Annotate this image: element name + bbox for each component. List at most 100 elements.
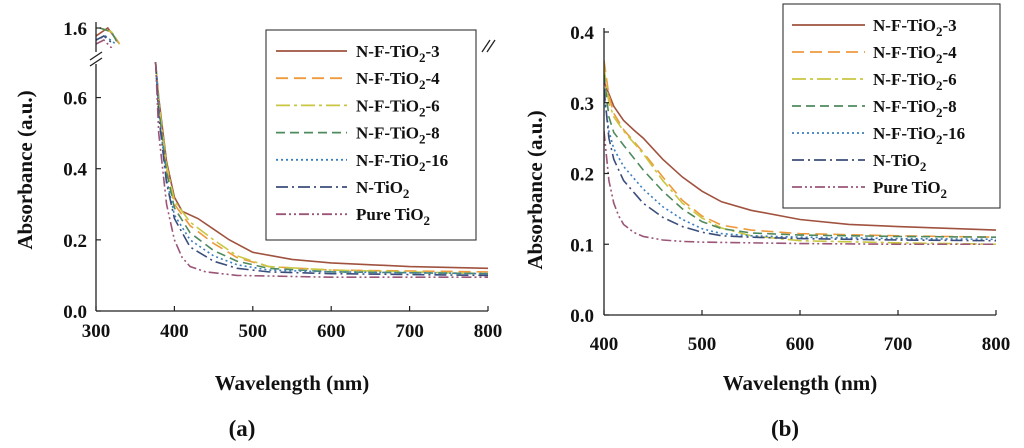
legend-label-1: N-F-TiO2-4 <box>356 69 440 92</box>
legend-box <box>265 29 477 241</box>
x-tick-label: 600 <box>786 334 815 355</box>
x-tick-label: 600 <box>317 321 346 342</box>
legend-label-subscript: 2 <box>419 77 426 92</box>
legend-label-suffix: -4 <box>942 43 957 62</box>
legend-label-name: N-F-TiO <box>873 97 936 116</box>
legend-label-suffix: -8 <box>942 97 956 116</box>
y-tick-label: 0.0 <box>570 306 594 327</box>
legend-label-subscript: 2 <box>424 213 431 228</box>
legend-label-subscript: 2 <box>419 104 426 119</box>
x-tick-label: 500 <box>688 334 717 355</box>
legend-label-3: N-F-TiO2-8 <box>356 124 440 147</box>
panel-label: (a) <box>229 416 256 441</box>
legend-label-2: N-F-TiO2-6 <box>356 96 440 119</box>
x-tick-label: 500 <box>239 321 268 342</box>
y-tick-label: 0.4 <box>570 23 594 44</box>
y-tick-label: 0.6 <box>63 89 87 110</box>
legend-label-subscript: 2 <box>936 132 943 147</box>
legend-label-name: N-F-TiO <box>356 124 419 143</box>
legend-label-4: N-F-TiO2-16 <box>356 151 448 174</box>
series-a-3-lower <box>154 62 488 275</box>
legend-label-name: N-F-TiO <box>356 69 419 88</box>
legend-label-subscript: 2 <box>941 186 948 201</box>
legend-label-subscript: 2 <box>920 159 927 174</box>
y-axis-title: Absorbance (a.u.) <box>523 110 547 269</box>
y-axis-title: Absorbance (a.u.) <box>13 90 37 249</box>
legend-label-name: Pure TiO <box>873 178 941 197</box>
x-axis-title: Wavelength (nm) <box>723 371 878 395</box>
legend-label-name: N-TiO <box>873 151 920 170</box>
series-a-5-upper <box>96 35 114 45</box>
series-b-0 <box>604 81 996 231</box>
legend-label-name: N-F-TiO <box>873 16 936 35</box>
y-tick-label: 0.1 <box>570 235 594 256</box>
series-b-1 <box>604 60 996 238</box>
axis-break-mark <box>89 51 103 61</box>
legend-label-subscript: 2 <box>419 132 426 147</box>
series-a-4-lower <box>154 62 488 275</box>
x-tick-label: 400 <box>590 334 619 355</box>
legend-label-suffix: -16 <box>942 124 965 143</box>
legend-label-0: N-F-TiO2-3 <box>356 42 440 65</box>
y-tick-label: 0.0 <box>63 302 87 323</box>
legend-label-5: N-TiO2 <box>873 151 926 174</box>
axis-break-mark <box>481 39 491 53</box>
series-b-6 <box>604 130 996 246</box>
legend-label-name: N-F-TiO <box>873 43 936 62</box>
axis-break-mark <box>486 39 496 53</box>
y-tick-label: 0.2 <box>63 231 87 252</box>
legend-label-subscript: 2 <box>419 50 426 65</box>
series-a-6-lower <box>154 62 488 279</box>
legend-label-5: N-TiO2 <box>356 178 409 201</box>
legend-a: N-F-TiO2-3N-F-TiO2-4N-F-TiO2-6N-F-TiO2-8… <box>265 29 477 241</box>
legend-label-suffix: -4 <box>425 69 440 88</box>
legend-label-1: N-F-TiO2-4 <box>873 43 957 66</box>
x-tick-label: 700 <box>884 334 913 355</box>
x-tick-label: 800 <box>982 334 1011 355</box>
legend-label-0: N-F-TiO2-3 <box>873 16 957 39</box>
y-tick-label: 1.6 <box>63 19 87 40</box>
series-a-3-upper <box>99 27 119 45</box>
panel-label: (b) <box>771 416 799 441</box>
series-b-5 <box>604 88 996 242</box>
legend-label-name: N-F-TiO <box>873 124 936 143</box>
legend-label-subscript: 2 <box>936 51 943 66</box>
legend-label-suffix: -3 <box>942 16 956 35</box>
legend-box <box>782 3 1001 209</box>
legend-label-subscript: 2 <box>936 24 943 39</box>
legend-label-suffix: -6 <box>942 70 956 89</box>
legend-label-name: Pure TiO <box>356 205 424 224</box>
legend-label-subscript: 2 <box>936 105 943 120</box>
legend-label-suffix: -16 <box>425 151 448 170</box>
legend-label-name: N-F-TiO <box>873 70 936 89</box>
series-a-4-upper <box>96 35 117 45</box>
legend-label-name: N-F-TiO <box>356 42 419 61</box>
y-tick-label: 0.3 <box>570 94 594 115</box>
x-tick-label: 300 <box>82 321 111 342</box>
series-a-2-lower <box>154 62 488 275</box>
series-a-6-upper <box>96 39 113 48</box>
legend-b: N-F-TiO2-3N-F-TiO2-4N-F-TiO2-6N-F-TiO2-8… <box>782 3 1001 209</box>
legend-label-suffix: -8 <box>425 124 439 143</box>
legend-label-6: Pure TiO2 <box>356 205 430 228</box>
x-axis-title: Wavelength (nm) <box>215 371 370 395</box>
legend-label-4: N-F-TiO2-16 <box>873 124 965 147</box>
legend-label-name: N-F-TiO <box>356 151 419 170</box>
legend-label-subscript: 2 <box>403 186 410 201</box>
legend-label-6: Pure TiO2 <box>873 178 947 201</box>
legend-label-3: N-F-TiO2-8 <box>873 97 957 120</box>
legend-label-subscript: 2 <box>419 159 426 174</box>
legend-label-suffix: -3 <box>425 42 439 61</box>
x-tick-label: 800 <box>474 321 503 342</box>
legend-label-name: N-TiO <box>356 178 403 197</box>
axis-break-mark <box>89 57 103 67</box>
legend-label-subscript: 2 <box>936 78 943 93</box>
legend-label-name: N-F-TiO <box>356 96 419 115</box>
y-tick-label: 0.2 <box>570 165 594 186</box>
legend-label-2: N-F-TiO2-6 <box>873 70 957 93</box>
series-b-2 <box>604 67 996 246</box>
chart-b: 400 500 600 700 800 0.0 0.1 0.2 0.3 0.4 Wavelength… <box>523 3 1011 441</box>
series-b-3 <box>604 74 996 238</box>
legend-label-suffix: -6 <box>425 96 439 115</box>
